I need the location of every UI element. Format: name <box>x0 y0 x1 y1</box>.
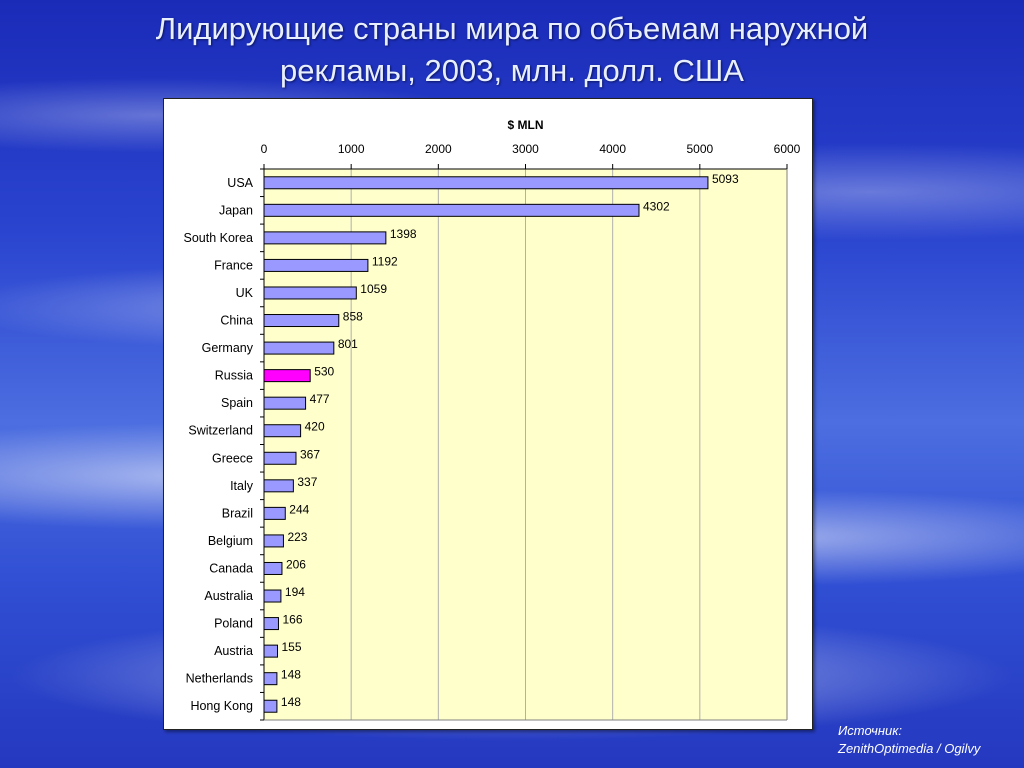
category-label: Australia <box>204 589 253 603</box>
bar-austria <box>263 644 279 658</box>
x-tick-label: 0 <box>261 142 268 156</box>
bar-switzerland <box>263 424 302 438</box>
bar-hong-kong <box>263 699 278 713</box>
x-tick-label: 1000 <box>338 142 365 156</box>
bar-brazil <box>263 506 286 520</box>
slide-title: Лидирующие страны мира по объемам наружн… <box>0 8 1024 92</box>
category-label: Poland <box>214 617 253 631</box>
bar-usa <box>263 176 709 190</box>
source-note: Источник: ZenithOptimedia / Ogilvy <box>838 722 980 758</box>
category-label: Russia <box>215 369 253 383</box>
category-label: Brazil <box>222 506 253 520</box>
data-label: 244 <box>289 502 309 516</box>
data-label: 4302 <box>643 199 670 213</box>
category-label: UK <box>236 286 254 300</box>
data-label: 1398 <box>390 227 417 241</box>
x-tick-label: 4000 <box>599 142 626 156</box>
category-label: China <box>220 314 253 328</box>
bar-chart: 0 1000 2000 3000 4000 5000 6000 $ MLN USA 5093 Jap… <box>184 118 801 721</box>
data-label: 337 <box>297 475 317 489</box>
category-label: South Korea <box>184 231 254 245</box>
data-label: 1192 <box>372 254 398 268</box>
bar-uk <box>263 286 357 300</box>
bar-australia <box>263 589 282 603</box>
category-label: Switzerland <box>188 424 253 438</box>
data-label: 5093 <box>712 172 739 186</box>
data-label: 858 <box>343 310 363 324</box>
category-label: Spain <box>221 396 253 410</box>
category-label: Canada <box>209 561 253 575</box>
x-tick-label: 6000 <box>774 142 801 156</box>
data-label: 801 <box>338 337 358 351</box>
bar-greece <box>263 451 297 465</box>
category-label: Belgium <box>208 534 253 548</box>
data-label: 367 <box>300 447 320 461</box>
data-label: 530 <box>314 365 334 379</box>
data-label: 148 <box>281 668 301 682</box>
bar-italy <box>263 479 294 493</box>
category-label: Hong Kong <box>190 699 253 713</box>
category-label: Japan <box>219 203 253 217</box>
x-tick-label: 2000 <box>425 142 452 156</box>
category-label: France <box>214 258 253 272</box>
data-label: 1059 <box>360 282 387 296</box>
bar-japan <box>263 203 640 217</box>
category-label: Italy <box>230 479 254 493</box>
data-label: 166 <box>282 613 302 627</box>
data-label: 155 <box>282 640 302 654</box>
category-label: Greece <box>212 451 253 465</box>
bar-germany <box>263 341 335 355</box>
data-label: 206 <box>286 557 306 571</box>
category-label: Netherlands <box>186 672 253 686</box>
data-label: 420 <box>305 420 325 434</box>
bar-south-korea <box>263 231 387 245</box>
bar-russia <box>263 369 311 383</box>
bar-canada <box>263 561 283 575</box>
data-label: 223 <box>287 530 307 544</box>
x-tick-label: 5000 <box>686 142 713 156</box>
source-text: ZenithOptimedia / Ogilvy <box>838 741 981 756</box>
bar-france <box>263 258 369 272</box>
data-label: 477 <box>310 392 330 406</box>
bar-netherlands <box>263 672 278 686</box>
slide-title-line-1: Лидирующие страны мира по объемам наружн… <box>155 11 869 46</box>
category-label: USA <box>227 176 253 190</box>
bar-china <box>263 314 340 328</box>
data-label: 148 <box>281 695 301 709</box>
bar-spain <box>263 396 307 410</box>
category-label: Austria <box>214 644 253 658</box>
source-label: Источник: <box>838 723 902 738</box>
slide-title-line-2: рекламы, 2003, млн. долл. США <box>279 53 744 88</box>
bar-poland <box>263 617 279 631</box>
chart-frame: 0 1000 2000 3000 4000 5000 6000 $ MLN USA 5093 Jap… <box>163 98 813 730</box>
x-tick-label: 3000 <box>512 142 539 156</box>
category-label: Germany <box>202 341 254 355</box>
chart-axis-title: $ MLN <box>508 118 544 132</box>
data-label: 194 <box>285 585 305 599</box>
bar-belgium <box>263 534 284 548</box>
